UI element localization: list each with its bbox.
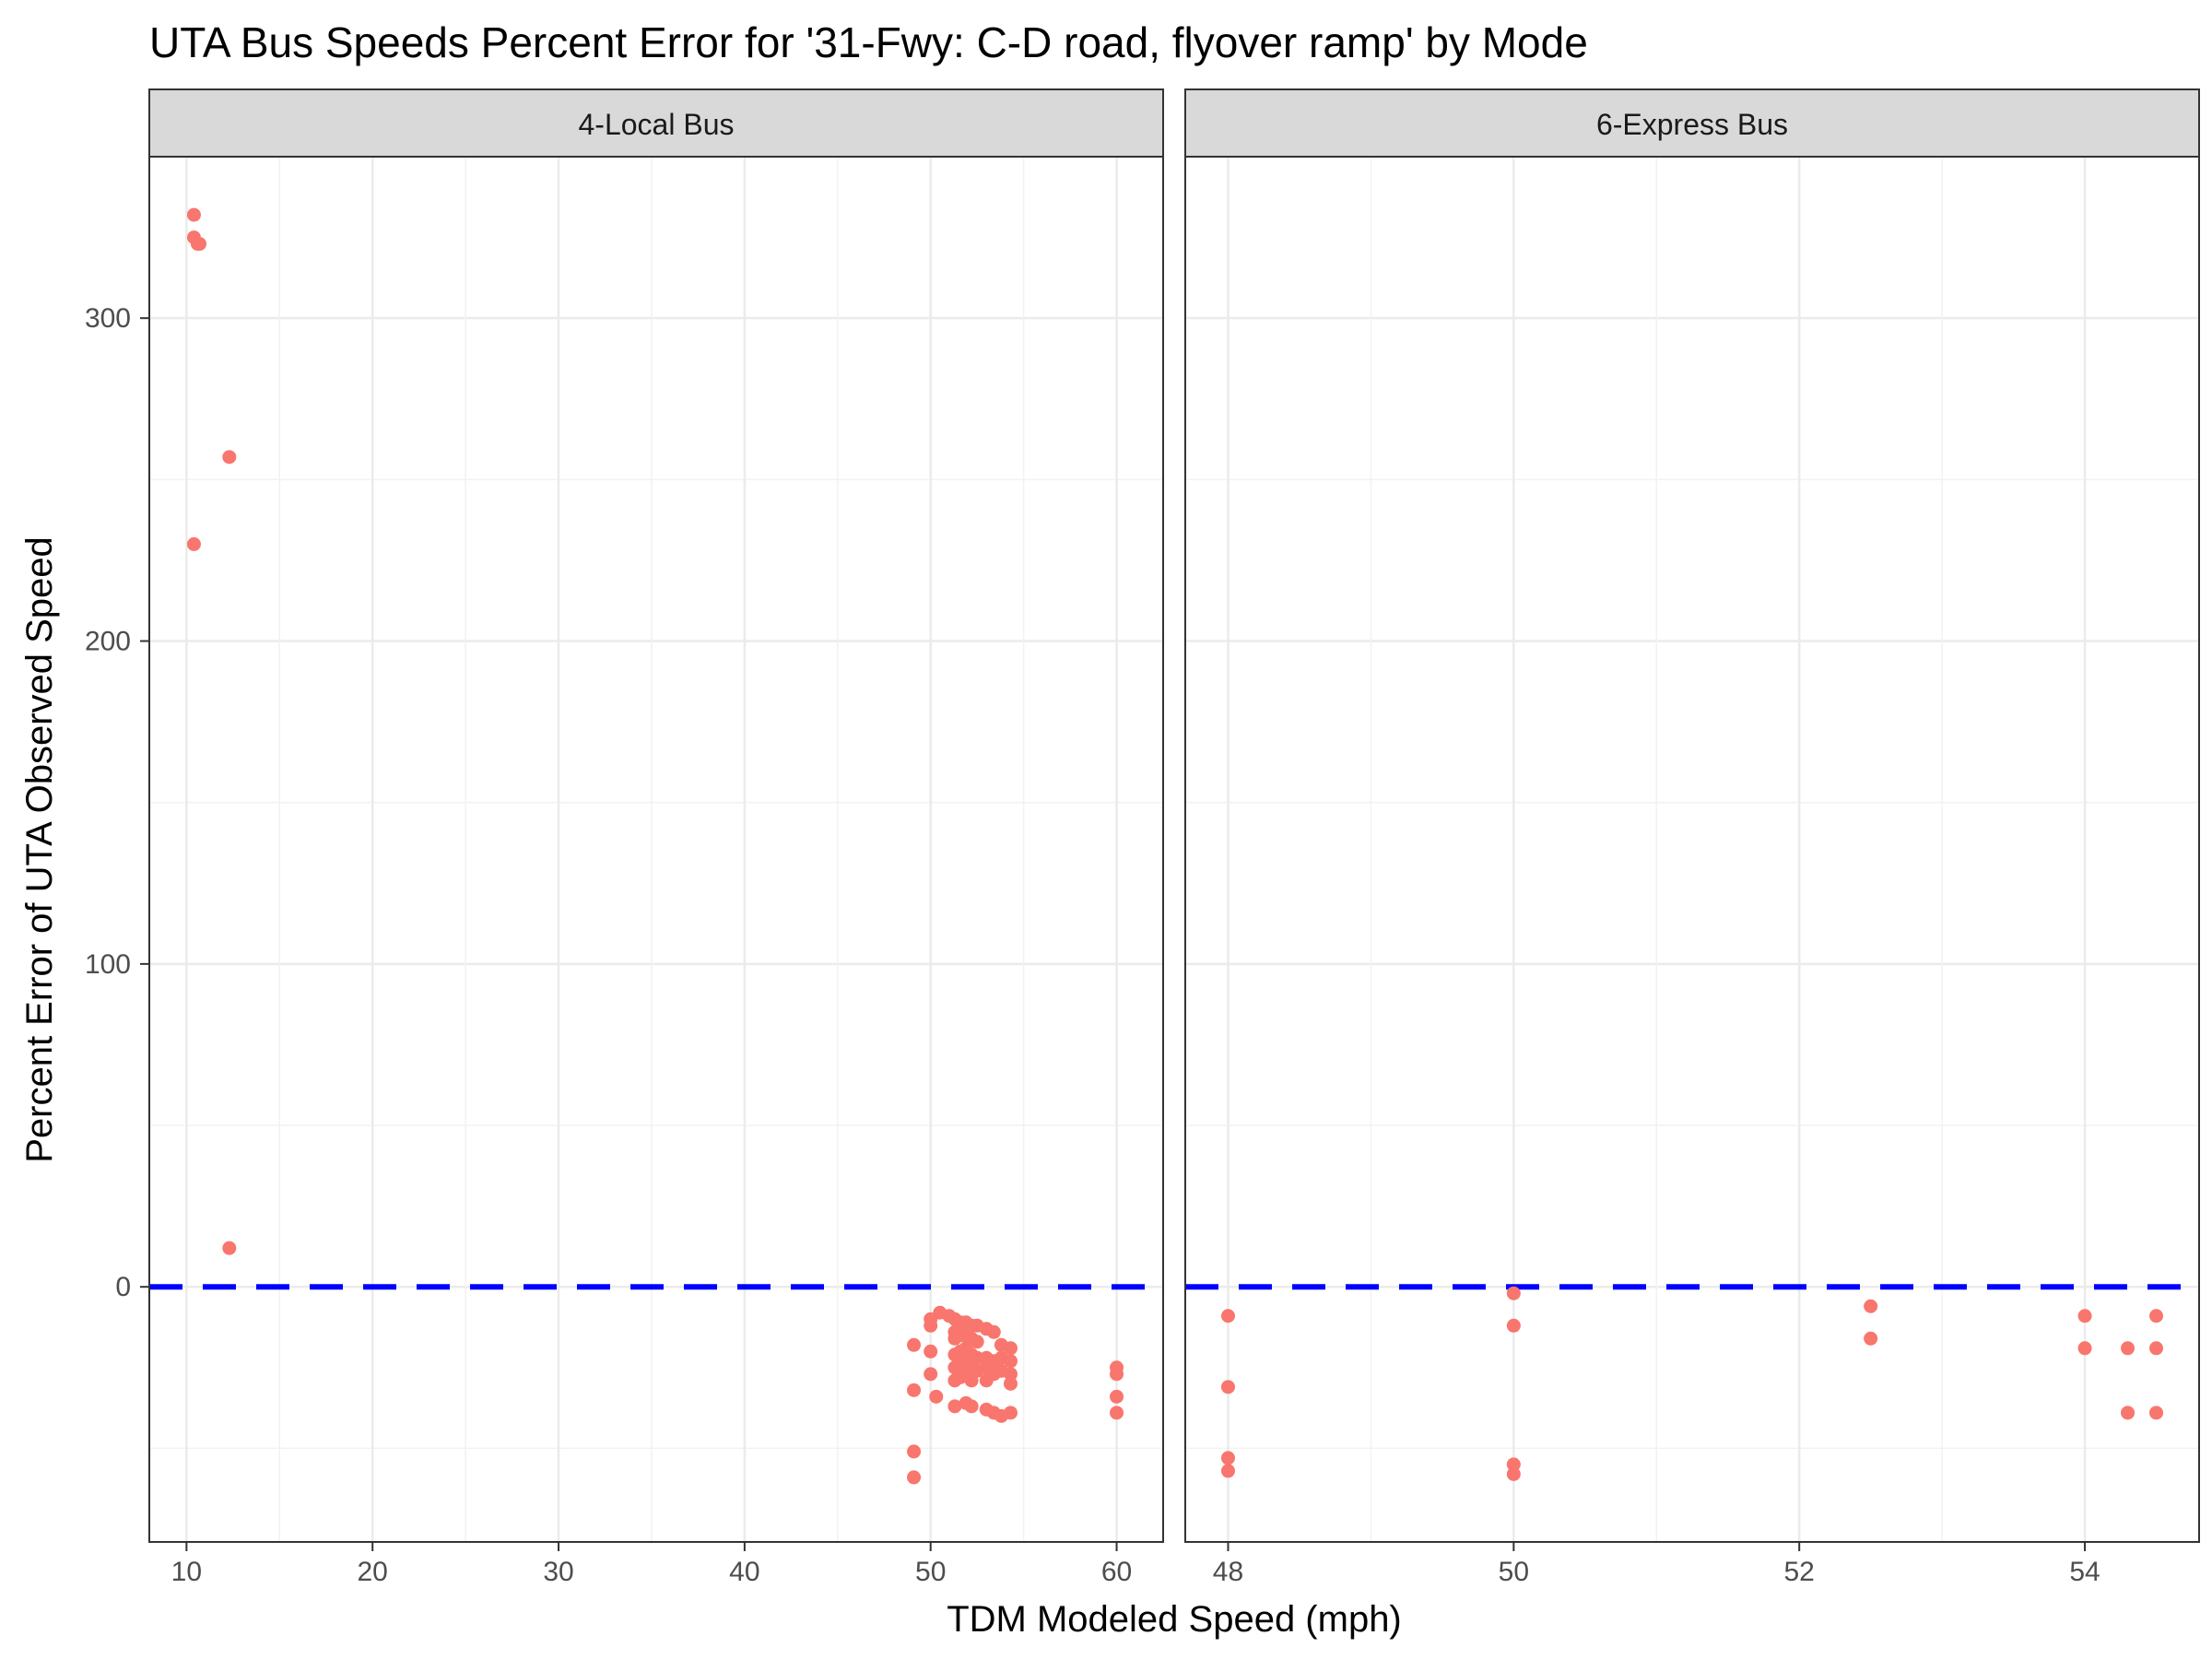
x-tick-label: 30 [543,1557,573,1587]
x-tick-label: 10 [171,1557,202,1587]
data-point [1003,1367,1018,1382]
x-axis-title: TDM Modeled Speed (mph) [947,1599,1402,1640]
data-point [2149,1406,2164,1420]
grid-2 [1185,157,2199,1542]
data-point [1220,1309,1235,1324]
data-point [2121,1406,2136,1420]
data-point [924,1318,938,1333]
data-point [1864,1331,1878,1346]
data-point [186,207,201,222]
data-point [1003,1376,1018,1391]
data-point [1220,1380,1235,1394]
panel-2: 6-Express Bus 48 50 52 54 [1184,88,2200,1587]
x-tick-label: 40 [729,1557,759,1587]
data-point [1110,1389,1124,1404]
y-axis-title: Percent Error of UTA Observed Speed [19,536,60,1163]
data-point [1003,1406,1018,1420]
data-point [907,1470,922,1485]
y-ticks: 0 100 200 300 [85,303,149,1302]
data-point [907,1337,922,1352]
data-point [222,1241,237,1255]
data-point [1220,1464,1235,1478]
grid-1 [149,157,1163,1542]
x-tick-label: 52 [1784,1557,1815,1587]
panel-1: 4-Local Bus 10 20 30 40 50 60 [148,88,1164,1587]
data-point [1506,1466,1521,1481]
x-tick-label: 60 [1101,1557,1132,1587]
data-point [986,1324,1001,1339]
data-point [1003,1354,1018,1369]
data-point [907,1444,922,1459]
data-point [924,1344,938,1359]
data-point [2077,1309,2092,1324]
x-ticks-2: 48 50 52 54 [1213,1542,2100,1587]
points-1 [186,207,1124,1485]
data-point [964,1399,979,1414]
data-point [947,1399,962,1414]
panel-1-background [149,157,1163,1542]
strip-1 [148,88,1164,158]
data-point [907,1382,922,1397]
x-tick-label: 50 [915,1557,946,1587]
y-tick-label: 0 [115,1272,131,1302]
data-point [186,536,201,551]
data-point [929,1389,944,1404]
data-point [1110,1367,1124,1382]
strip-1-label: 4-Local Bus [579,108,735,141]
x-tick-label: 20 [358,1557,388,1587]
x-ticks-1: 10 20 30 40 50 60 [171,1542,1132,1587]
chart-title: UTA Bus Speeds Percent Error for '31-Fwy… [149,18,1588,66]
data-point [2149,1309,2164,1324]
panel-2-border [1184,156,2200,1543]
data-point [192,237,206,252]
y-tick-label: 300 [85,303,131,334]
data-point [1506,1457,1521,1472]
data-point [1864,1299,1878,1313]
data-point [2077,1341,2092,1356]
data-point [1506,1318,1521,1333]
data-point [1506,1286,1521,1300]
data-point [924,1367,938,1382]
data-point [2121,1341,2136,1356]
data-point [1220,1451,1235,1465]
data-point [970,1335,984,1349]
data-point [1110,1406,1124,1420]
y-tick-label: 100 [85,949,131,980]
strip-2-label: 6-Express Bus [1596,108,1788,141]
data-point [1003,1341,1018,1356]
x-tick-label: 50 [1499,1557,1529,1587]
x-tick-label: 54 [2069,1557,2100,1587]
panel-2-background [1185,157,2199,1542]
points-2 [1220,1286,2164,1481]
panel-1-border [148,156,1164,1543]
x-tick-label: 48 [1213,1557,1243,1587]
y-tick-label: 200 [85,627,131,657]
data-point [222,450,237,465]
data-point [2149,1341,2164,1356]
strip-2 [1184,88,2200,158]
